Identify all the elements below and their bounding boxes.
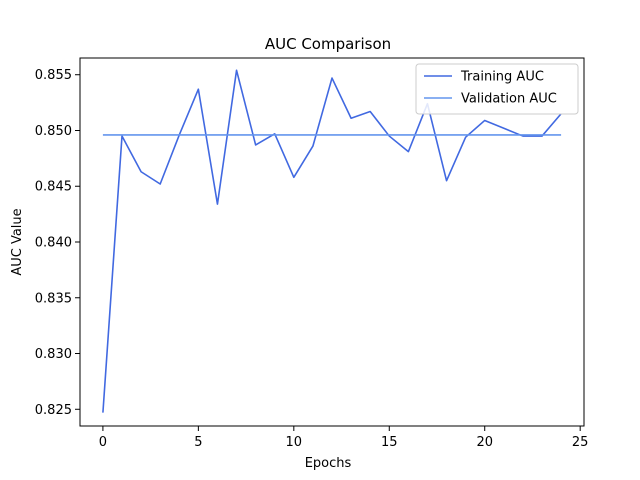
y-axis: 0.825 0.830 0.835 0.840 0.845 0.850 0.855 xyxy=(35,68,80,418)
series-layer xyxy=(102,69,562,413)
x-axis: 0 5 10 15 20 25 xyxy=(99,426,589,450)
legend: Training AUC Validation AUC xyxy=(415,63,579,115)
y-tick-label: 0.845 xyxy=(35,180,72,195)
y-tick-label: 0.830 xyxy=(35,347,72,362)
y-tick-label: 0.840 xyxy=(35,236,72,251)
y-tick-label: 0.825 xyxy=(35,403,72,418)
legend-box xyxy=(415,63,579,115)
x-tick-label: 25 xyxy=(572,435,589,450)
legend-label-validation-auc: Validation AUC xyxy=(461,92,557,107)
y-tick-label: 0.850 xyxy=(35,124,72,139)
x-tick-label: 0 xyxy=(99,435,107,450)
y-axis-label: AUC Value xyxy=(10,208,25,275)
chart-title: AUC Comparison xyxy=(265,35,391,53)
y-tick-label: 0.835 xyxy=(35,291,72,306)
x-axis-label: Epochs xyxy=(305,456,352,471)
x-tick-label: 20 xyxy=(476,435,493,450)
legend-label-training-auc: Training AUC xyxy=(460,70,544,85)
x-tick-label: 5 xyxy=(194,435,202,450)
x-tick-label: 10 xyxy=(286,435,303,450)
y-tick-label: 0.855 xyxy=(35,68,72,83)
x-tick-label: 15 xyxy=(381,435,398,450)
